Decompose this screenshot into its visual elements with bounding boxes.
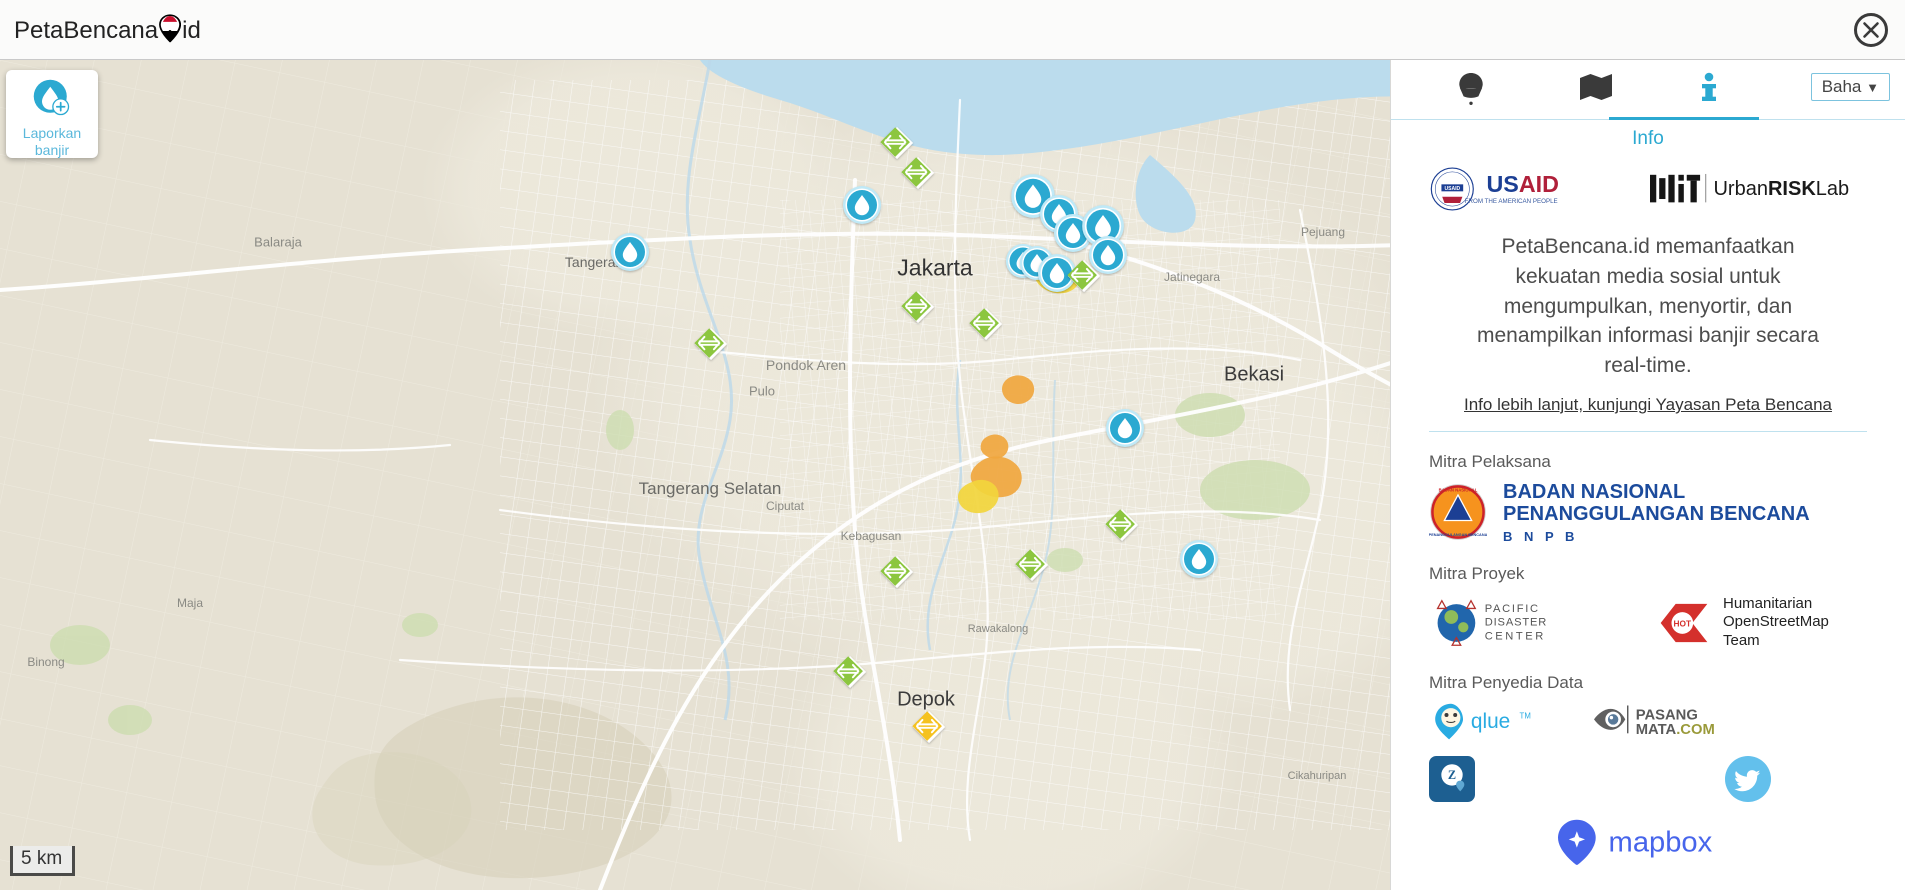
svg-text:USAID: USAID <box>1444 186 1460 192</box>
svg-text:CENTER: CENTER <box>1485 630 1546 642</box>
svg-text:HOT: HOT <box>1674 618 1692 628</box>
svg-text:DISASTER: DISASTER <box>1485 616 1548 628</box>
svg-text:Z: Z <box>1448 768 1456 782</box>
svg-text:USAID: USAID <box>1486 171 1559 197</box>
svg-text:TM: TM <box>1520 711 1531 720</box>
svg-text:PACIFIC: PACIFIC <box>1485 603 1540 615</box>
svg-text:PENANGGULANGAN BENCANA: PENANGGULANGAN BENCANA <box>1429 533 1487 537</box>
svg-text:MATA.COM: MATA.COM <box>1636 722 1715 738</box>
svg-text:PASANG: PASANG <box>1636 707 1698 723</box>
svg-text:qlue: qlue <box>1471 710 1510 733</box>
svg-text:BADAN NASIONAL: BADAN NASIONAL <box>1439 488 1478 493</box>
svg-text:FROM THE AMERICAN PEOPLE: FROM THE AMERICAN PEOPLE <box>1465 198 1558 205</box>
svg-text:mapbox: mapbox <box>1609 826 1713 858</box>
svg-text:UrbanRISKLab: UrbanRISKLab <box>1713 178 1849 200</box>
